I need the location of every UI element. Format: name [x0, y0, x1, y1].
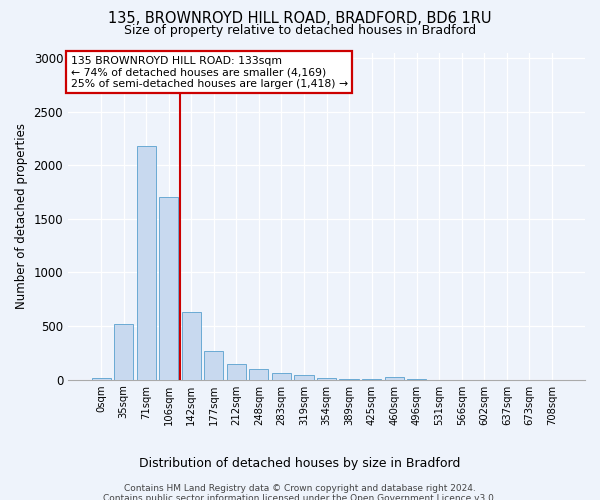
Bar	[227, 364, 246, 380]
Bar	[159, 198, 178, 380]
Bar	[272, 374, 291, 380]
Bar	[92, 378, 110, 380]
Text: Distribution of detached houses by size in Bradford: Distribution of detached houses by size …	[139, 458, 461, 470]
Y-axis label: Number of detached properties: Number of detached properties	[15, 123, 28, 309]
Bar	[250, 369, 268, 380]
Bar	[340, 378, 359, 380]
Bar	[407, 379, 426, 380]
Text: 135, BROWNROYD HILL ROAD, BRADFORD, BD6 1RU: 135, BROWNROYD HILL ROAD, BRADFORD, BD6 …	[108, 11, 492, 26]
Text: Contains HM Land Registry data © Crown copyright and database right 2024.
Contai: Contains HM Land Registry data © Crown c…	[103, 484, 497, 500]
Bar	[317, 378, 336, 380]
Bar	[114, 324, 133, 380]
Bar	[182, 312, 201, 380]
Bar	[137, 146, 156, 380]
Text: Size of property relative to detached houses in Bradford: Size of property relative to detached ho…	[124, 24, 476, 37]
Bar	[385, 377, 404, 380]
Text: 135 BROWNROYD HILL ROAD: 133sqm
← 74% of detached houses are smaller (4,169)
25%: 135 BROWNROYD HILL ROAD: 133sqm ← 74% of…	[71, 56, 348, 89]
Bar	[362, 379, 381, 380]
Bar	[295, 376, 314, 380]
Bar	[204, 351, 223, 380]
